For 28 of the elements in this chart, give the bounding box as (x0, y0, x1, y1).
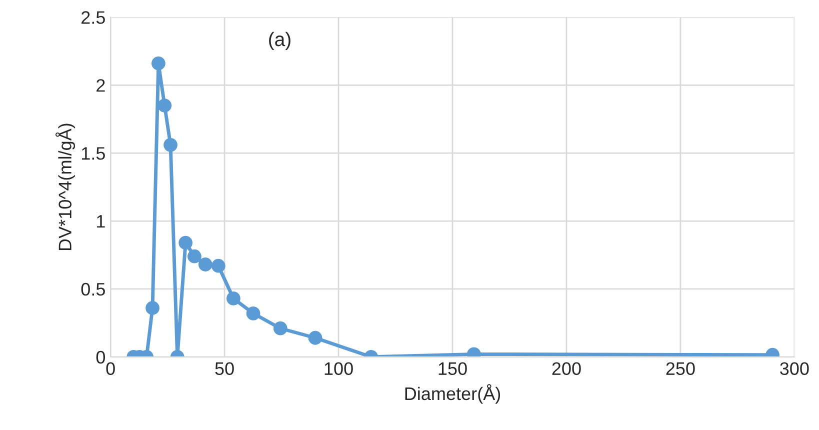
x-tick-label: 0 (106, 362, 115, 376)
x-axis-title: Diameter(Å) (405, 384, 500, 404)
point (246, 306, 260, 320)
y-tick-label: 0 (96, 350, 105, 364)
point (226, 292, 240, 306)
point (178, 236, 193, 250)
point (151, 56, 166, 70)
point (188, 249, 202, 264)
y-tick-label: 1 (97, 215, 105, 228)
point (273, 321, 288, 336)
y-tick-label: 2 (96, 79, 105, 92)
x-tick-label: 50 (215, 362, 234, 376)
x-tick-label: 150 (438, 362, 467, 376)
x-tick-label: 100 (324, 362, 353, 376)
y-tick-label: 1.5 (82, 147, 105, 160)
point (146, 301, 160, 315)
point (308, 330, 322, 345)
y-axis-title: DV*10^4(ml/gÅ) (55, 124, 76, 250)
x-tick-label: 300 (780, 362, 809, 376)
y-tick-label: 2.5 (82, 11, 105, 24)
point (158, 98, 172, 112)
point (211, 258, 226, 273)
annotation: (a) (269, 32, 290, 50)
point (198, 258, 212, 272)
y-tick-label: 0.5 (81, 282, 105, 296)
x-tick-label: 250 (666, 362, 695, 376)
point (164, 138, 178, 152)
x-tick-label: 200 (552, 362, 581, 376)
